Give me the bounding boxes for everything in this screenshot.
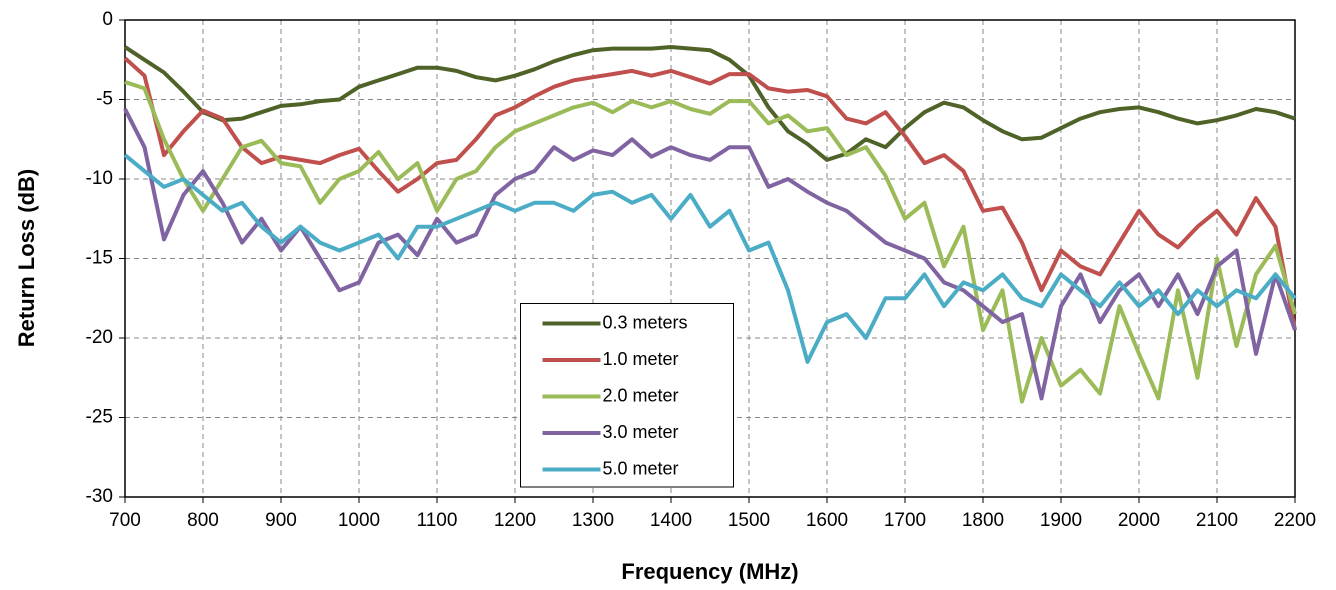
y-tick-label: 0 [102, 9, 113, 30]
x-tick-label: 1500 [728, 510, 770, 531]
y-tick-label: -25 [86, 407, 113, 428]
x-tick-label: 2100 [1196, 510, 1238, 531]
x-tick-label: 700 [109, 510, 141, 531]
x-axis-title: Frequency (MHz) [621, 559, 798, 584]
legend-label: 3.0 meter [603, 422, 679, 442]
x-tick-label: 800 [187, 510, 219, 531]
x-tick-label: 1400 [650, 510, 692, 531]
legend-label: 0.3 meters [603, 312, 688, 332]
x-tick-label: 2000 [1118, 510, 1160, 531]
legend-label: 5.0 meter [603, 458, 679, 478]
x-tick-label: 1000 [338, 510, 380, 531]
x-tick-label: 1800 [962, 510, 1004, 531]
series-line [123, 56, 1297, 331]
x-tick-label: 1900 [1040, 510, 1082, 531]
x-tick-label: 900 [265, 510, 297, 531]
legend-label: 2.0 meter [603, 385, 679, 405]
x-tick-label: 1200 [494, 510, 536, 531]
plot-border [124, 19, 1296, 498]
x-tick-label: 1600 [806, 510, 848, 531]
x-tick-label: 2200 [1274, 510, 1316, 531]
y-tick-label: -30 [86, 486, 113, 507]
x-tick-label: 1700 [884, 510, 926, 531]
series-line [123, 153, 1297, 364]
y-tick-label: -15 [86, 248, 113, 269]
legend-label: 1.0 meter [603, 349, 679, 369]
series-line [123, 108, 1297, 401]
x-tick-label: 1100 [417, 510, 458, 531]
y-axis-title: Return Loss (dB) [14, 169, 39, 347]
legend: 0.3 meters 1.0 meter 2.0 meter 3.0 meter 5.0… [520, 303, 734, 488]
series-line [123, 45, 1296, 162]
y-tick-label: -20 [86, 327, 113, 348]
x-tick-label: 1300 [572, 510, 614, 531]
y-tick-label: -10 [86, 168, 113, 189]
series-line [124, 80, 1297, 404]
y-tick-label: -5 [96, 89, 113, 110]
